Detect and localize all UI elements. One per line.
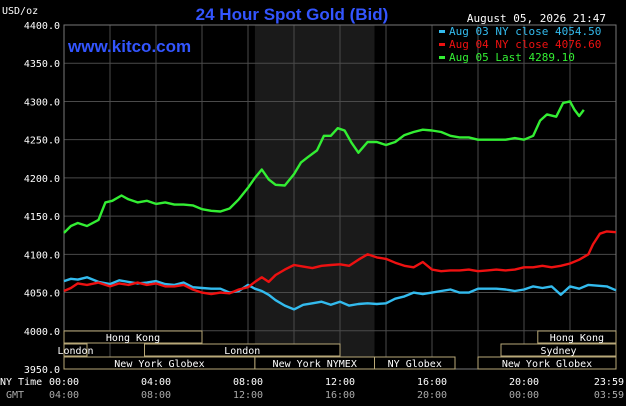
session-label: London [57,346,93,357]
x-tick-label-ny: 08:00 [233,377,263,388]
y-tick-label: 4350.0 [24,59,60,70]
legend-swatch-0 [439,30,445,33]
x-tick-label-gmt: 16:00 [325,390,355,401]
session-label: New York Globex [114,359,204,370]
y-tick-label: 4250.0 [24,136,60,147]
y-axis-label: USD/oz [2,6,38,17]
y-tick-label: 4400.0 [24,21,60,32]
series-line-1 [63,230,617,296]
y-tick-label: 4200.0 [24,174,60,185]
x-tick-label-gmt: 12:00 [233,390,263,401]
session-bar [374,356,456,370]
legend-swatch-2 [439,56,445,59]
x-axis-label-ny: NY Time [0,377,42,388]
x-tick-label-ny: 16:00 [417,377,447,388]
y-tick-label: 4050.0 [24,289,60,300]
session-bar [500,343,617,357]
x-tick-label-ny: 04:00 [141,377,171,388]
x-tick-label-ny: 20:00 [509,377,539,388]
nymex-session-shade [254,25,375,369]
session-bar [477,356,617,370]
watermark: www.kitco.com [67,37,191,56]
x-tick-label-ny: 00:00 [49,377,79,388]
session-label: Hong Kong [550,333,604,344]
y-tick-label: 4100.0 [24,250,60,261]
x-tick-label-gmt: 03:59 [594,390,624,401]
session-label: Hong Kong [106,333,160,344]
session-label: NY Globex [388,359,442,370]
session-label: Sydney [540,346,576,357]
legend-swatch-1 [439,43,445,46]
chart-timestamp: August 05, 2026 21:47 [467,12,606,25]
series-line-0 [63,276,617,311]
y-tick-label: 3950.0 [24,365,60,376]
x-tick-label-gmt: 08:00 [141,390,171,401]
session-bar [63,330,203,344]
session-label: London [224,346,260,357]
legend-entry-2: Aug 05 Last 4289.10 [449,51,575,64]
x-axis-label-gmt: GMT [6,390,24,401]
x-tick-label-gmt: 20:00 [417,390,447,401]
x-tick-label-ny: 23:59 [594,377,624,388]
chart-title: 24 Hour Spot Gold (Bid) [196,5,389,24]
series-line-2 [63,100,585,234]
y-tick-label: 4300.0 [24,97,60,108]
x-tick-label-gmt: 04:00 [49,390,79,401]
session-bar [144,343,341,357]
x-tick-label-gmt: 00:00 [509,390,539,401]
session-bar [537,330,617,344]
y-tick-label: 4000.0 [24,327,60,338]
legend-entry-0: Aug 03 NY close 4054.50 [449,25,601,38]
session-label: New York NYMEX [273,359,357,370]
session-bar [63,343,88,357]
x-tick-label-ny: 12:00 [325,377,355,388]
legend-entry-1: Aug 04 NY close 4076.60 [449,38,601,51]
session-label: New York Globex [502,359,592,370]
y-tick-label: 4150.0 [24,212,60,223]
